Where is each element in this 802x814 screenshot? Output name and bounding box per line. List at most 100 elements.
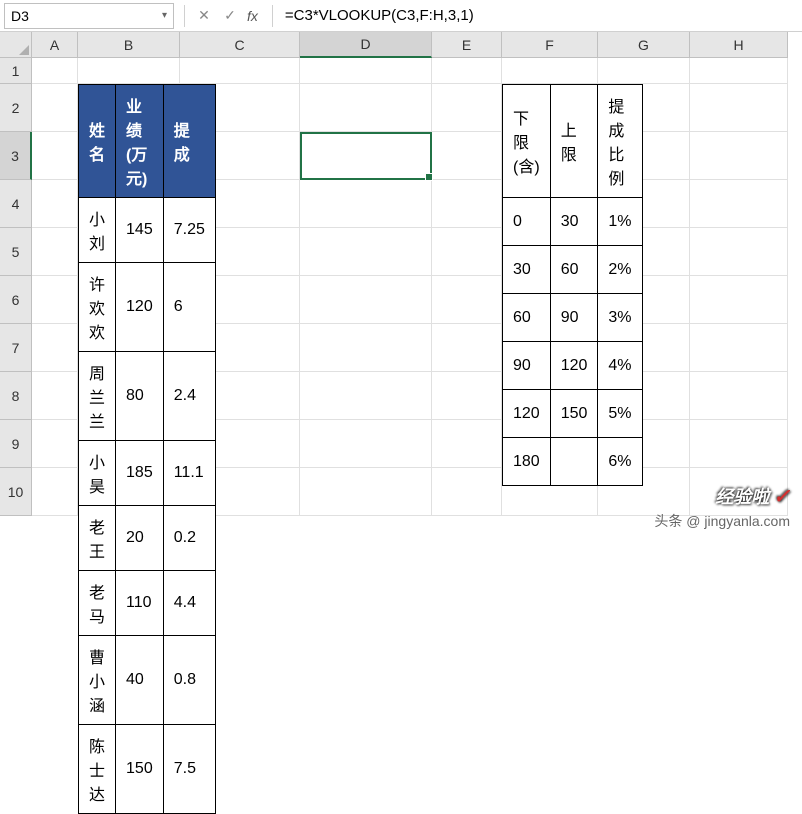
row-headers: 12345678910 xyxy=(0,58,32,516)
table-cell[interactable]: 90 xyxy=(550,294,598,342)
table-row: 曹小涵400.8 xyxy=(79,636,216,725)
table-cell[interactable]: 150 xyxy=(116,725,164,814)
table-row: 周兰兰802.4 xyxy=(79,352,216,441)
table-header[interactable]: 姓名 xyxy=(79,85,116,198)
row-header[interactable]: 6 xyxy=(0,276,32,324)
table-cell[interactable]: 120 xyxy=(550,342,598,390)
watermark-subtitle: 头条 @ jingyanla.com xyxy=(654,511,790,531)
table-cell[interactable]: 5% xyxy=(598,390,642,438)
table-cell[interactable]: 7.25 xyxy=(163,198,215,263)
row-header[interactable]: 2 xyxy=(0,84,32,132)
divider xyxy=(184,5,185,27)
table-cell[interactable]: 曹小涵 xyxy=(79,636,116,725)
column-header[interactable]: F xyxy=(502,32,598,58)
table-cell[interactable]: 小昊 xyxy=(79,441,116,506)
table-cell[interactable]: 老马 xyxy=(79,571,116,636)
table-header[interactable]: 提成比例 xyxy=(598,85,642,198)
table-cell[interactable]: 30 xyxy=(503,246,551,294)
table-cell[interactable]: 4% xyxy=(598,342,642,390)
table-cell[interactable]: 20 xyxy=(116,506,164,571)
column-header[interactable]: H xyxy=(690,32,788,58)
table-row: 60903% xyxy=(503,294,643,342)
table-cell[interactable]: 周兰兰 xyxy=(79,352,116,441)
row-header[interactable]: 7 xyxy=(0,324,32,372)
table-row: 老王200.2 xyxy=(79,506,216,571)
lookup-table: 下限(含)上限提成比例0301%30602%60903%901204%12015… xyxy=(502,84,643,486)
table-cell[interactable]: 120 xyxy=(503,390,551,438)
row-header[interactable]: 9 xyxy=(0,420,32,468)
table-row: 1201505% xyxy=(503,390,643,438)
table-cell[interactable]: 11.1 xyxy=(163,441,215,506)
table-cell[interactable]: 60 xyxy=(550,246,598,294)
table-cell[interactable]: 90 xyxy=(503,342,551,390)
watermark-title: 经验啦 ✓ xyxy=(715,483,790,509)
table-cell[interactable]: 110 xyxy=(116,571,164,636)
table-cell[interactable]: 小刘 xyxy=(79,198,116,263)
column-header[interactable]: B xyxy=(78,32,180,58)
table-cell[interactable]: 许欢欢 xyxy=(79,263,116,352)
table-cell[interactable]: 0.2 xyxy=(163,506,215,571)
column-header[interactable]: D xyxy=(300,32,432,58)
table-row: 30602% xyxy=(503,246,643,294)
confirm-button[interactable]: ✓ xyxy=(217,3,243,29)
table-cell[interactable]: 老王 xyxy=(79,506,116,571)
row-header[interactable]: 4 xyxy=(0,180,32,228)
divider xyxy=(272,5,273,27)
table-cell[interactable] xyxy=(550,438,598,486)
table-cell[interactable]: 6% xyxy=(598,438,642,486)
table-cell[interactable]: 3% xyxy=(598,294,642,342)
table-row: 901204% xyxy=(503,342,643,390)
watermark: 经验啦 ✓ 头条 @ jingyanla.com xyxy=(654,483,790,531)
table-row: 小刘1457.25 xyxy=(79,198,216,263)
table-row: 小昊18511.1 xyxy=(79,441,216,506)
row-header[interactable]: 8 xyxy=(0,372,32,420)
table-cell[interactable]: 185 xyxy=(116,441,164,506)
table-cell[interactable]: 1% xyxy=(598,198,642,246)
select-all-corner[interactable] xyxy=(0,32,32,58)
table-cell[interactable]: 60 xyxy=(503,294,551,342)
table-header[interactable]: 提成 xyxy=(163,85,215,198)
main-data-table: 姓名业绩(万元)提成小刘1457.25许欢欢1206周兰兰802.4小昊1851… xyxy=(78,84,216,814)
check-icon: ✓ xyxy=(773,484,790,509)
table-row: 许欢欢1206 xyxy=(79,263,216,352)
row-header[interactable]: 1 xyxy=(0,58,32,84)
column-header[interactable]: G xyxy=(598,32,690,58)
table-header[interactable]: 业绩(万元) xyxy=(116,85,164,198)
table-row: 180 6% xyxy=(503,438,643,486)
cancel-button[interactable]: ✕ xyxy=(191,3,217,29)
table-cell[interactable]: 30 xyxy=(550,198,598,246)
table-cell[interactable]: 4.4 xyxy=(163,571,215,636)
row-header[interactable]: 10 xyxy=(0,468,32,516)
table-header[interactable]: 下限(含) xyxy=(503,85,551,198)
table-row: 老马1104.4 xyxy=(79,571,216,636)
column-header[interactable]: C xyxy=(180,32,300,58)
table-row: 陈士达1507.5 xyxy=(79,725,216,814)
table-cell[interactable]: 陈士达 xyxy=(79,725,116,814)
column-headers: ABCDEFGH xyxy=(32,32,802,58)
row-header[interactable]: 3 xyxy=(0,132,32,180)
row-header[interactable]: 5 xyxy=(0,228,32,276)
table-cell[interactable]: 40 xyxy=(116,636,164,725)
table-cell[interactable]: 6 xyxy=(163,263,215,352)
name-box-text: D3 xyxy=(11,8,29,24)
table-cell[interactable]: 120 xyxy=(116,263,164,352)
table-cell[interactable]: 180 xyxy=(503,438,551,486)
name-box[interactable]: D3 ▾ xyxy=(4,3,174,29)
fx-icon[interactable]: fx xyxy=(247,8,258,24)
column-header[interactable]: A xyxy=(32,32,78,58)
table-header[interactable]: 上限 xyxy=(550,85,598,198)
table-cell[interactable]: 7.5 xyxy=(163,725,215,814)
table-cell[interactable]: 2% xyxy=(598,246,642,294)
table-cell[interactable]: 80 xyxy=(116,352,164,441)
table-cell[interactable]: 150 xyxy=(550,390,598,438)
table-cell[interactable]: 145 xyxy=(116,198,164,263)
table-row: 0301% xyxy=(503,198,643,246)
spreadsheet: ABCDEFGH 12345678910 姓名业绩(万元)提成小刘1457.25… xyxy=(0,32,802,58)
formula-bar: D3 ▾ ✕ ✓ fx =C3*VLOOKUP(C3,F:H,3,1) xyxy=(0,0,802,32)
table-cell[interactable]: 0 xyxy=(503,198,551,246)
table-cell[interactable]: 0.8 xyxy=(163,636,215,725)
name-box-dropdown-icon[interactable]: ▾ xyxy=(162,10,167,21)
column-header[interactable]: E xyxy=(432,32,502,58)
formula-input[interactable]: =C3*VLOOKUP(C3,F:H,3,1) xyxy=(279,3,802,29)
table-cell[interactable]: 2.4 xyxy=(163,352,215,441)
